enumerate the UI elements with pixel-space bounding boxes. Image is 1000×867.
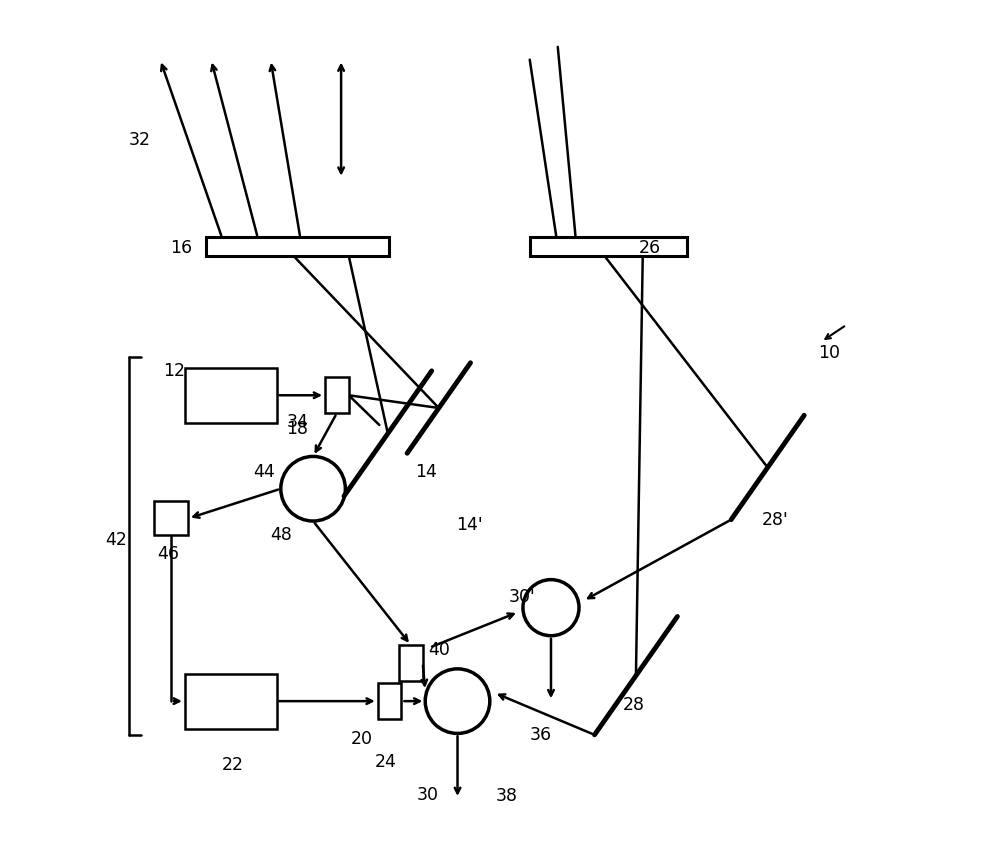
Bar (185, 368, 277, 423)
Circle shape (425, 668, 490, 733)
Text: 40: 40 (428, 642, 450, 659)
Text: 36: 36 (530, 727, 552, 744)
Bar (185, 674, 277, 729)
Text: 30': 30' (508, 588, 535, 606)
Text: 10: 10 (819, 344, 841, 362)
Text: 48: 48 (271, 526, 292, 544)
Text: 16: 16 (170, 239, 192, 257)
Text: 42: 42 (105, 531, 127, 549)
Text: 18: 18 (286, 420, 308, 438)
Text: 34: 34 (287, 414, 309, 432)
Text: 28': 28' (762, 512, 788, 529)
Bar (530, 238, 687, 256)
Bar (206, 238, 389, 256)
Text: 12: 12 (163, 362, 185, 381)
Text: 14': 14' (456, 516, 482, 534)
Bar (399, 645, 423, 681)
Bar (378, 683, 401, 719)
Text: 38: 38 (496, 787, 518, 805)
Text: 30: 30 (417, 786, 439, 804)
Text: 14: 14 (415, 463, 437, 480)
Text: 24: 24 (374, 753, 396, 772)
Text: 26: 26 (638, 239, 661, 257)
Text: 20: 20 (350, 730, 372, 748)
Bar (325, 377, 349, 413)
Text: 22: 22 (221, 756, 243, 774)
Text: 32: 32 (129, 132, 151, 149)
Circle shape (523, 580, 579, 636)
Text: 46: 46 (157, 545, 179, 564)
Bar (154, 501, 188, 536)
Text: 44: 44 (254, 463, 275, 480)
Circle shape (281, 456, 345, 521)
Text: 28: 28 (623, 696, 645, 714)
